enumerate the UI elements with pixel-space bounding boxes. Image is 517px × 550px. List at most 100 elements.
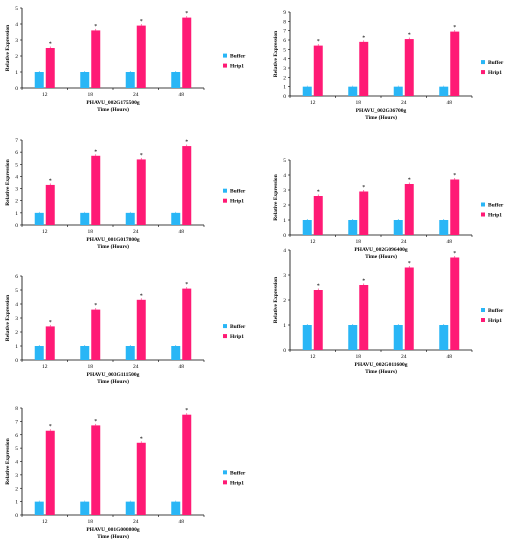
y-tick-label: 0 — [15, 86, 18, 92]
y-tick-label: 2 — [15, 54, 18, 60]
x-axis-label: Time (Hours) — [365, 253, 397, 260]
bar-hrip1 — [91, 30, 101, 88]
gene-label: PHAVU_002G096400g — [354, 247, 408, 253]
y-tick-label: 1 — [15, 211, 18, 217]
legend-label-hrip1: Hrip1 — [230, 480, 244, 486]
y-tick-label: 0 — [283, 233, 286, 239]
x-axis-label: Time (Hours) — [97, 533, 129, 540]
bar-hrip1 — [404, 184, 414, 235]
bar-buffer — [439, 325, 449, 350]
bar-buffer — [125, 501, 135, 515]
y-tick-label: 4 — [283, 248, 286, 254]
legend-swatch-buffer — [223, 470, 227, 475]
y-tick-label: 3 — [283, 188, 286, 194]
legend-swatch-buffer — [481, 60, 485, 65]
y-tick-label: 6 — [15, 274, 18, 280]
significance-marker: * — [362, 35, 365, 41]
legend-swatch-hrip1 — [481, 70, 485, 75]
bar-buffer — [393, 325, 403, 350]
bar-buffer — [34, 346, 44, 360]
y-tick-label: 0 — [15, 513, 18, 519]
bar-buffer — [80, 501, 90, 515]
gene-label: PHAVU_003G111500g — [87, 372, 140, 378]
legend: Buffer Hrip1 — [223, 470, 246, 486]
y-tick-label: 3 — [15, 473, 18, 479]
bar-hrip1 — [136, 299, 146, 360]
bar-hrip1 — [45, 48, 55, 88]
y-axis-label: Relative Expression — [5, 438, 11, 485]
y-tick-label: 4 — [15, 302, 18, 308]
bar-hrip1 — [450, 257, 460, 350]
significance-marker: * — [49, 424, 52, 430]
bar-buffer — [439, 220, 449, 235]
significance-marker: * — [408, 261, 411, 267]
x-tick-label: 24 — [401, 100, 407, 106]
x-axis-label: Time (Hours) — [365, 368, 397, 375]
significance-marker: * — [362, 185, 365, 191]
significance-marker: * — [140, 19, 143, 25]
legend-label-hrip1: Hrip1 — [488, 318, 502, 324]
bar-hrip1 — [136, 25, 146, 89]
significance-marker: * — [140, 153, 143, 159]
bar-hrip1 — [313, 196, 323, 235]
y-tick-label: 5 — [283, 47, 286, 53]
bar-buffer — [348, 220, 358, 235]
y-axis-label: Relative Expression — [273, 174, 279, 221]
legend-swatch-buffer — [223, 53, 227, 58]
y-tick-label: 3 — [283, 273, 286, 279]
legend-label-buffer: Buffer — [488, 60, 504, 66]
x-axis-label: Time (Hours) — [97, 243, 129, 250]
bar-buffer — [80, 72, 90, 88]
bar-hrip1 — [450, 31, 460, 97]
y-axis-label: Relative Expression — [5, 159, 11, 206]
bar-buffer — [302, 220, 312, 235]
y-axis-label: Relative Expression — [273, 31, 279, 78]
bar-hrip1 — [91, 155, 101, 225]
bar-hrip1 — [91, 425, 101, 515]
significance-marker: * — [453, 25, 456, 31]
gene-label: PHAVU_002G175500g — [86, 100, 140, 106]
x-axis-label: Time (Hours) — [97, 106, 129, 113]
bar-hrip1 — [359, 191, 369, 235]
bar-hrip1 — [45, 430, 55, 515]
y-tick-label: 6 — [15, 150, 18, 156]
y-tick-label: 1 — [283, 323, 286, 329]
bar-hrip1 — [404, 39, 414, 96]
significance-marker: * — [453, 173, 456, 179]
significance-marker: * — [317, 190, 320, 196]
bar-buffer — [34, 501, 44, 515]
bar-buffer — [171, 501, 181, 515]
x-tick-label: 18 — [356, 100, 362, 106]
legend-label-hrip1: Hrip1 — [488, 70, 502, 76]
y-tick-label: 2 — [283, 298, 286, 304]
x-tick-label: 48 — [447, 239, 453, 245]
significance-marker: * — [185, 140, 188, 146]
bar-buffer — [80, 212, 90, 225]
bar-buffer — [80, 346, 90, 360]
bar-hrip1 — [182, 146, 192, 225]
legend-swatch-buffer — [481, 308, 485, 312]
y-tick-label: 4 — [15, 22, 18, 28]
significance-marker: * — [185, 408, 188, 414]
x-tick-label: 12 — [42, 229, 48, 235]
bar-buffer — [125, 72, 135, 88]
x-tick-label: 18 — [88, 519, 94, 525]
legend-swatch-buffer — [223, 188, 227, 193]
x-tick-label: 12 — [42, 92, 48, 98]
significance-marker: * — [362, 279, 365, 285]
legend: Buffer Hrip1 — [481, 60, 504, 76]
x-tick-label: 18 — [88, 229, 94, 235]
y-tick-label: 5 — [15, 162, 18, 168]
bar-hrip1 — [450, 179, 460, 235]
y-tick-label: 6 — [15, 433, 18, 439]
y-tick-label: 2 — [283, 203, 286, 209]
bar-hrip1 — [136, 159, 146, 225]
significance-marker: * — [317, 39, 320, 45]
legend: Buffer Hrip1 — [223, 188, 246, 205]
bar-buffer — [302, 86, 312, 96]
y-tick-label: 2 — [15, 330, 18, 336]
bar-buffer — [171, 212, 181, 225]
